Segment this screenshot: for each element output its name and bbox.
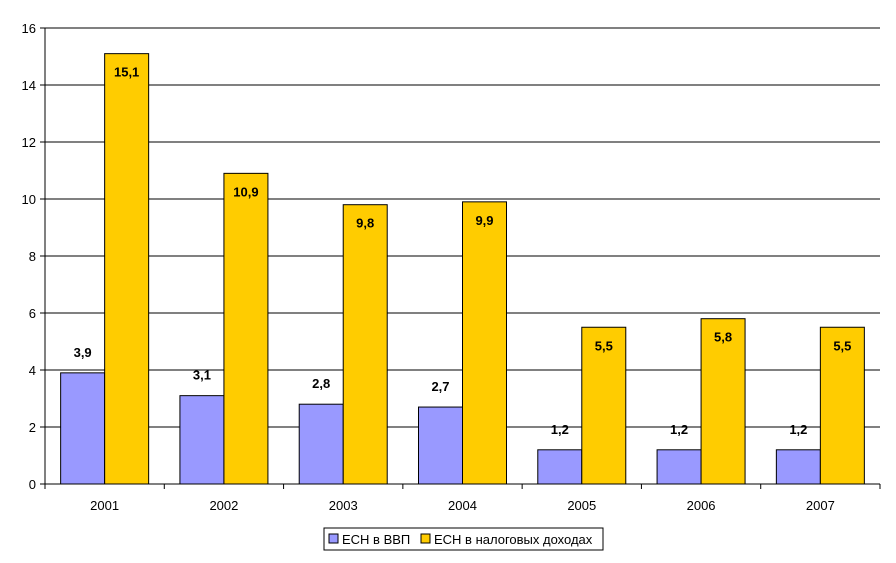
bar-gdp-share — [537, 449, 583, 485]
x-tick-label: 2004 — [448, 498, 477, 513]
x-tick-label: 2003 — [329, 498, 358, 513]
bar-gdp-share — [298, 403, 344, 485]
bar-tax-share — [700, 318, 746, 485]
legend-label: ЕСН в налоговых доходах — [434, 532, 593, 547]
x-tick-label: 2005 — [567, 498, 596, 513]
x-tick-label: 2006 — [687, 498, 716, 513]
y-tick-label: 16 — [22, 21, 36, 36]
legend-box — [323, 527, 604, 551]
data-label: 9,9 — [475, 213, 493, 228]
legend: ЕСН в ВВП ЕСН в налоговых доходах — [323, 527, 604, 551]
x-tick-label: 2001 — [90, 498, 119, 513]
bar-gdp-share — [179, 395, 225, 485]
data-label: 1,2 — [670, 422, 688, 437]
bar-gdp-share — [656, 449, 702, 485]
y-tick-label: 14 — [22, 78, 36, 93]
bars — [60, 53, 865, 485]
bar-gdp-share — [60, 372, 106, 485]
y-tick-label: 10 — [22, 192, 36, 207]
data-label: 2,7 — [431, 379, 449, 394]
data-label: 2,8 — [312, 376, 330, 391]
axes: 0 2 4 6 8 10 12 14 16 2001 2002 2003 2004 2005 2006 200… — [22, 21, 881, 513]
x-tick-label: 2007 — [806, 498, 835, 513]
data-label: 9,8 — [356, 216, 374, 231]
data-labels: 3,9 15,1 3,1 10,9 2,8 9,8 2,7 9,9 1,2 5,5 1,2 5,8 1,… — [74, 65, 852, 437]
y-tick-label: 6 — [29, 306, 36, 321]
bar-tax-share — [581, 326, 627, 485]
data-label: 5,8 — [714, 330, 732, 345]
bar-gdp-share — [775, 449, 821, 485]
bar-tax-share — [223, 172, 269, 485]
legend-label: ЕСН в ВВП — [342, 532, 410, 547]
data-label: 1,2 — [789, 422, 807, 437]
data-label: 3,9 — [74, 345, 92, 360]
x-tick-label: 2002 — [209, 498, 238, 513]
y-tick-label: 0 — [29, 477, 36, 492]
data-label: 3,1 — [193, 368, 211, 383]
bar-tax-share — [342, 204, 388, 485]
bar-gdp-share — [418, 406, 463, 485]
y-tick-label: 12 — [22, 135, 36, 150]
bar-tax-share — [819, 326, 865, 485]
bar-tax-share — [462, 201, 507, 485]
y-tick-label: 2 — [29, 420, 36, 435]
data-label: 10,9 — [233, 184, 258, 199]
y-tick-label: 4 — [29, 363, 36, 378]
data-label: 5,5 — [595, 338, 613, 353]
data-label: 1,2 — [551, 422, 569, 437]
bar-tax-share — [104, 53, 150, 485]
data-label: 15,1 — [114, 65, 139, 80]
y-tick-label: 8 — [29, 249, 36, 264]
legend-swatch — [328, 533, 339, 544]
legend-swatch — [420, 533, 431, 544]
data-label: 5,5 — [833, 338, 851, 353]
